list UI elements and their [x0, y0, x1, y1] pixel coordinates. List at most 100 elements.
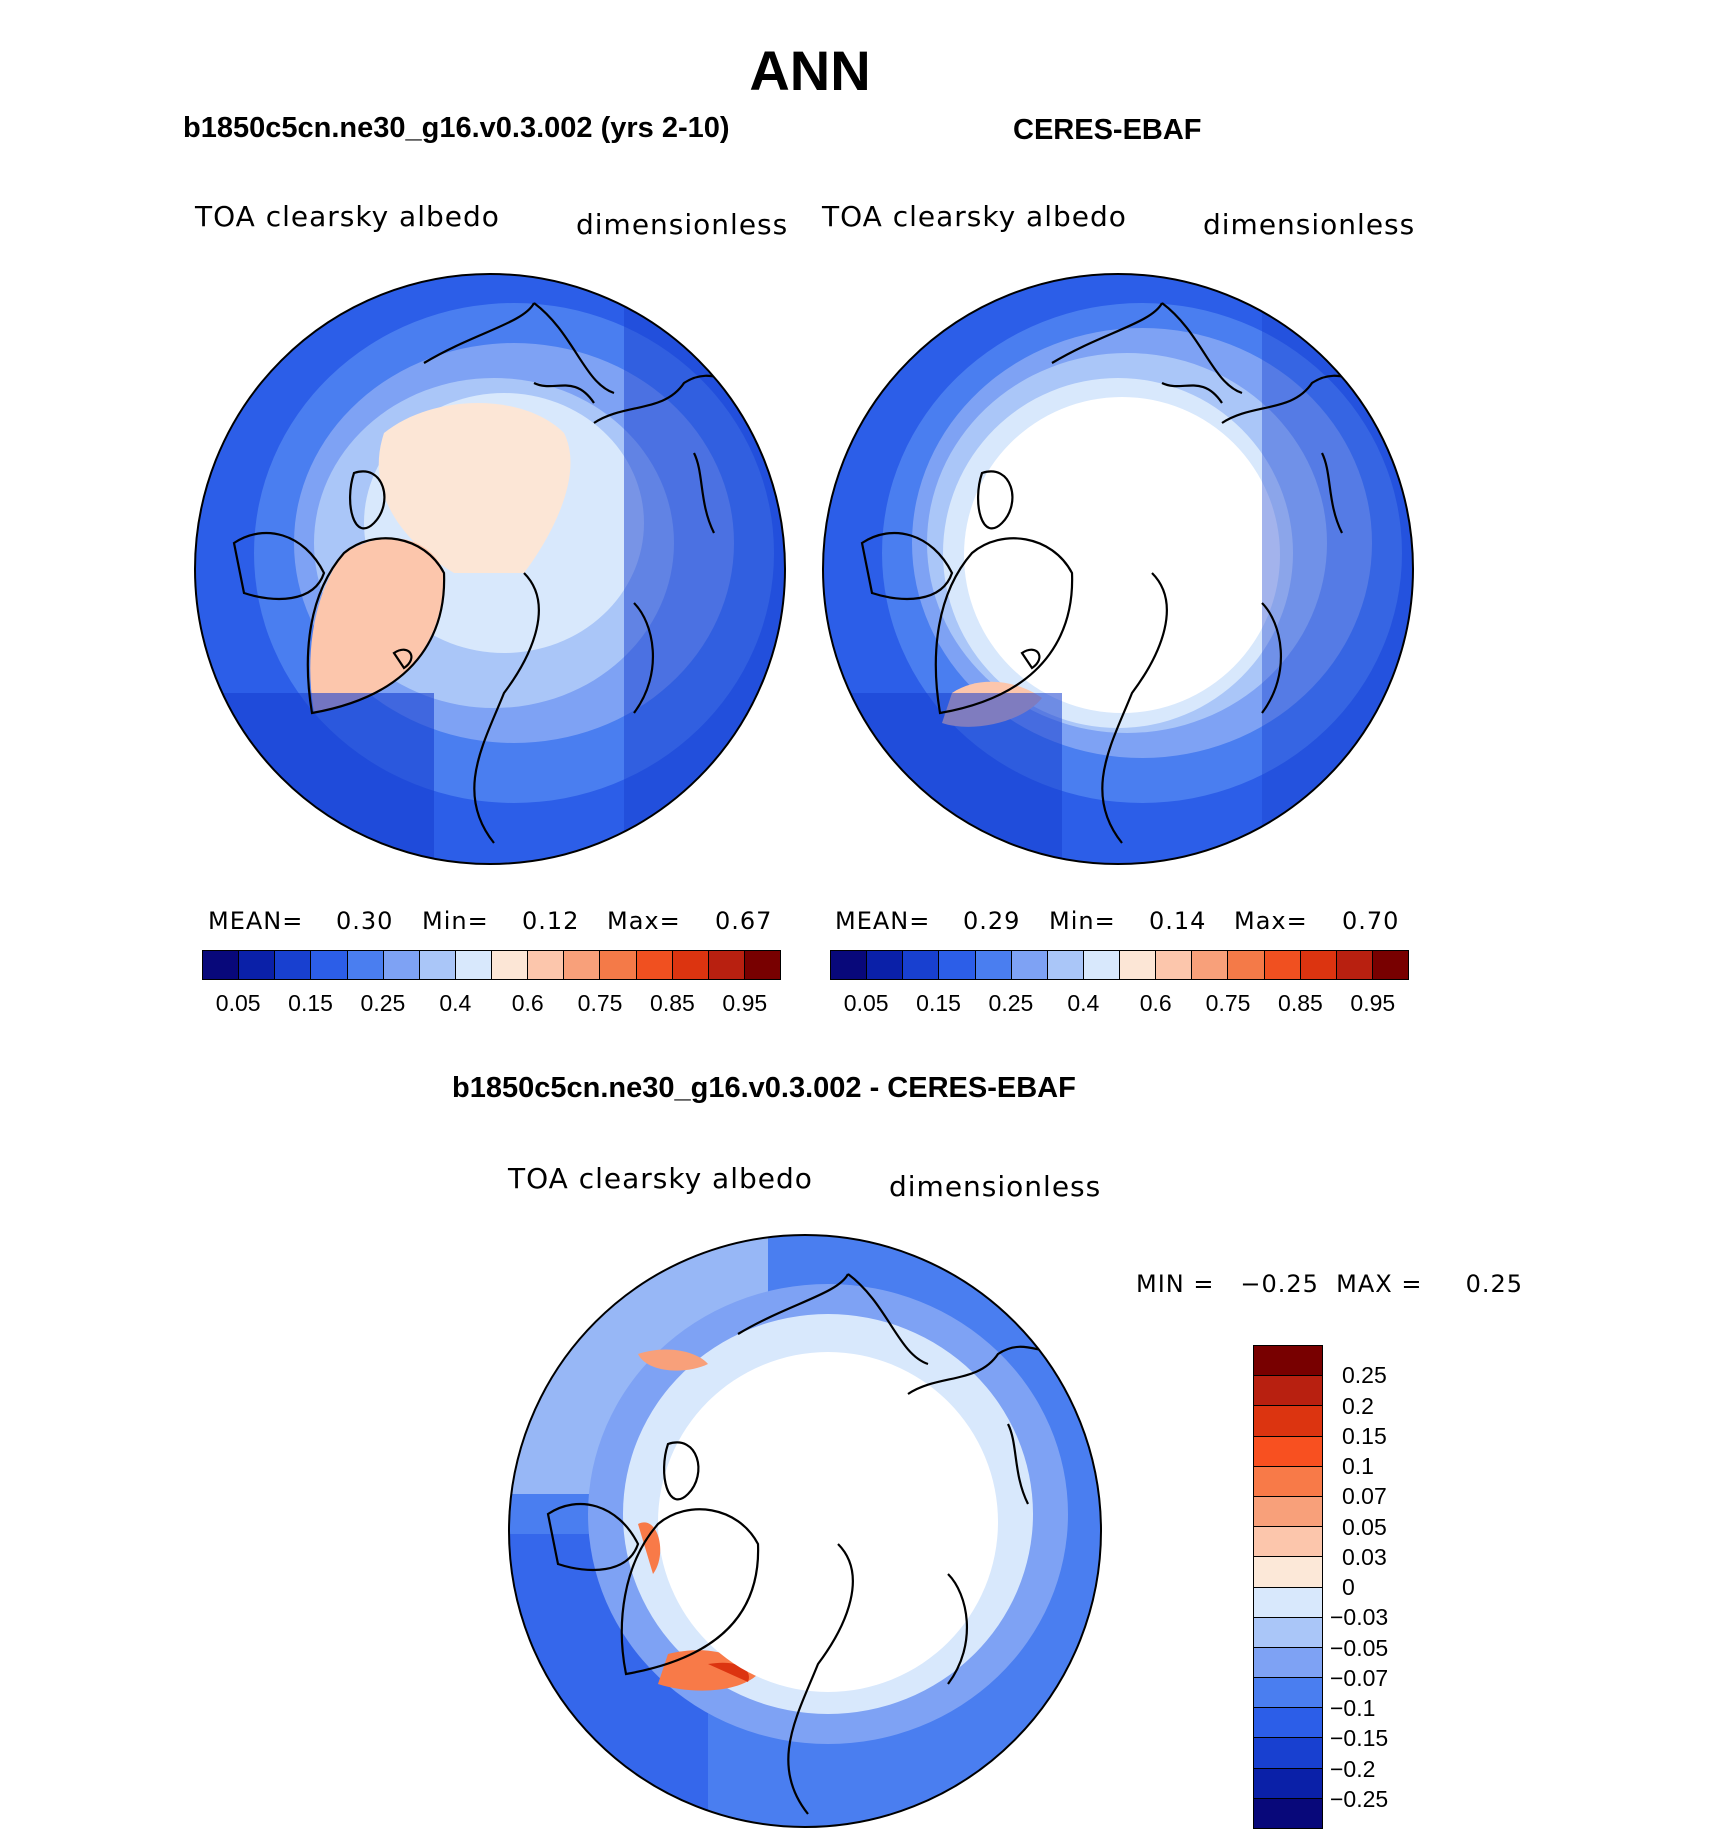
colorbar-swatch — [383, 951, 420, 979]
colorbar-tick-label: 0.05 — [215, 990, 261, 1016]
colorbar-tick-label: 0.85 — [650, 990, 695, 1016]
panel2-min-label: Min= — [1049, 907, 1116, 935]
panel2-colorbar — [830, 950, 1409, 980]
colorbar-swatch — [1300, 951, 1337, 979]
diff-colorbar-swatch — [1254, 1466, 1322, 1497]
colorbar-swatch — [975, 951, 1012, 979]
colorbar-swatch — [203, 951, 240, 979]
colorbar-swatch — [275, 951, 312, 979]
polar-map-obs — [822, 273, 1414, 865]
colorbar-swatch — [455, 951, 492, 979]
polar-map-model — [194, 273, 786, 865]
colorbar-swatch — [867, 951, 904, 979]
colorbar-swatch — [1083, 951, 1120, 979]
diff-colorbar-tick-label: −0.07 — [1330, 1664, 1389, 1691]
diff-colorbar-tick-label: −0.03 — [1330, 1604, 1389, 1631]
diff-colorbar-swatch — [1254, 1708, 1322, 1739]
colorbar-swatch — [600, 951, 637, 979]
panel2-max-value: 0.70 — [1342, 907, 1400, 935]
diff-colorbar-tick-label: −0.1 — [1330, 1695, 1376, 1721]
diff-colorbar-swatch — [1254, 1798, 1322, 1828]
colorbar-tick-label: 0.25 — [360, 990, 406, 1016]
diff-colorbar-tick-label: 0 — [1342, 1574, 1355, 1600]
colorbar-swatch — [1011, 951, 1048, 979]
diff-colorbar-swatch — [1254, 1557, 1322, 1588]
panel2-mean-label: MEAN= — [835, 907, 931, 935]
colorbar-tick-label: 0.75 — [1205, 990, 1251, 1016]
diff-colorbar-swatch — [1254, 1496, 1322, 1528]
diff-range-text: MIN = −0.25 MAX = 0.25 — [1136, 1270, 1524, 1298]
colorbar-swatch — [636, 951, 673, 979]
diff-colorbar-swatch — [1254, 1678, 1322, 1709]
panel1-max-label: Max= — [607, 907, 681, 935]
colorbar-swatch — [1047, 951, 1084, 979]
colorbar-swatch — [1120, 951, 1157, 979]
diff-colorbar-swatch — [1254, 1617, 1322, 1648]
diff-colorbar-tick-label: 0.15 — [1342, 1422, 1387, 1449]
panel2-units-label: dimensionless — [1203, 208, 1416, 241]
colorbar-tick-label: 0.6 — [511, 990, 544, 1016]
panel2-colorbar-ticks: 0.05 0.15 0.25 0.4 0.6 0.75 0.85 0.95 — [830, 990, 1409, 1020]
diff-colorbar-tick-label: 0.25 — [1342, 1362, 1387, 1389]
colorbar-swatch — [311, 951, 348, 979]
diff-colorbar-tick-label: 0.03 — [1342, 1543, 1387, 1570]
diff-colorbar-swatch — [1254, 1346, 1322, 1377]
colorbar-swatch — [1192, 951, 1229, 979]
diff-colorbar-swatch — [1254, 1436, 1322, 1467]
panel1-max-value: 0.67 — [715, 907, 773, 935]
diff-colorbar-swatch — [1254, 1527, 1322, 1558]
colorbar-swatch — [831, 951, 868, 979]
panel2-max-label: Max= — [1234, 907, 1308, 935]
colorbar-tick-label: 0.95 — [1350, 990, 1396, 1016]
polar-map-difference — [508, 1234, 1102, 1828]
diff-colorbar-tick-label: −0.2 — [1330, 1755, 1376, 1782]
diff-colorbar-tick-label: −0.05 — [1330, 1634, 1389, 1661]
colorbar-swatch — [939, 951, 976, 979]
colorbar-swatch — [347, 951, 384, 979]
colorbar-swatch — [903, 951, 940, 979]
colorbar-tick-label: 0.05 — [843, 990, 889, 1016]
diff-case-title: b1850c5cn.ne30_g16.v0.3.002 - CERES-EBAF — [452, 1072, 1076, 1104]
colorbar-swatch — [1228, 951, 1265, 979]
diff-colorbar-swatch — [1254, 1768, 1322, 1799]
colorbar-swatch — [564, 951, 601, 979]
diff-colorbar-tick-label: 0.07 — [1342, 1483, 1387, 1510]
colorbar-swatch — [708, 951, 745, 979]
panel1-min-value: 0.12 — [522, 907, 580, 935]
colorbar-tick-label: 0.6 — [1139, 990, 1172, 1016]
diff-colorbar-swatch — [1254, 1406, 1322, 1437]
colorbar-swatch — [239, 951, 276, 979]
colorbar-swatch — [744, 951, 780, 979]
panel2-mean-value: 0.29 — [963, 907, 1021, 935]
colorbar-tick-label: 0.15 — [288, 990, 333, 1016]
diff-variable-label: TOA clearsky albedo — [508, 1162, 813, 1195]
panel1-variable-label: TOA clearsky albedo — [195, 200, 500, 233]
colorbar-swatch — [1264, 951, 1301, 979]
colorbar-tick-label: 0.85 — [1278, 990, 1323, 1016]
panel2-variable-label: TOA clearsky albedo — [822, 200, 1127, 233]
colorbar-swatch — [492, 951, 529, 979]
colorbar-tick-label: 0.95 — [722, 990, 768, 1016]
panel1-min-label: Min= — [422, 907, 489, 935]
figure-title: ANN — [749, 39, 871, 102]
colorbar-swatch — [528, 951, 565, 979]
diff-colorbar-tick-label: −0.15 — [1330, 1725, 1389, 1752]
diff-colorbar-swatch — [1254, 1647, 1322, 1679]
panel1-colorbar — [202, 950, 781, 980]
colorbar-tick-label: 0.15 — [916, 990, 961, 1016]
colorbar-tick-label: 0.25 — [988, 990, 1034, 1016]
colorbar-tick-label: 0.4 — [439, 990, 472, 1016]
panel1-case-title: b1850c5cn.ne30_g16.v0.3.002 (yrs 2-10) — [183, 112, 730, 144]
diff-colorbar-tick-label: −0.25 — [1330, 1785, 1389, 1812]
diff-colorbar-tick-label: 0.1 — [1342, 1453, 1374, 1479]
diff-colorbar-swatch — [1254, 1738, 1322, 1769]
diff-colorbar-tick-label: 0.05 — [1342, 1513, 1387, 1540]
panel1-mean-value: 0.30 — [336, 907, 394, 935]
panel1-colorbar-ticks: 0.05 0.15 0.25 0.4 0.6 0.75 0.85 0.95 — [202, 990, 781, 1020]
panel2-min-value: 0.14 — [1149, 907, 1207, 935]
diff-colorbar-ticks: 0.25 0.2 0.15 0.1 0.07 0.05 0.03 0 −0.03 −0.05 −0.… — [1330, 1345, 1470, 1829]
colorbar-swatch — [1156, 951, 1193, 979]
colorbar-swatch — [419, 951, 456, 979]
panel2-case-title: CERES-EBAF — [1013, 114, 1202, 146]
diff-colorbar-swatch — [1254, 1376, 1322, 1407]
